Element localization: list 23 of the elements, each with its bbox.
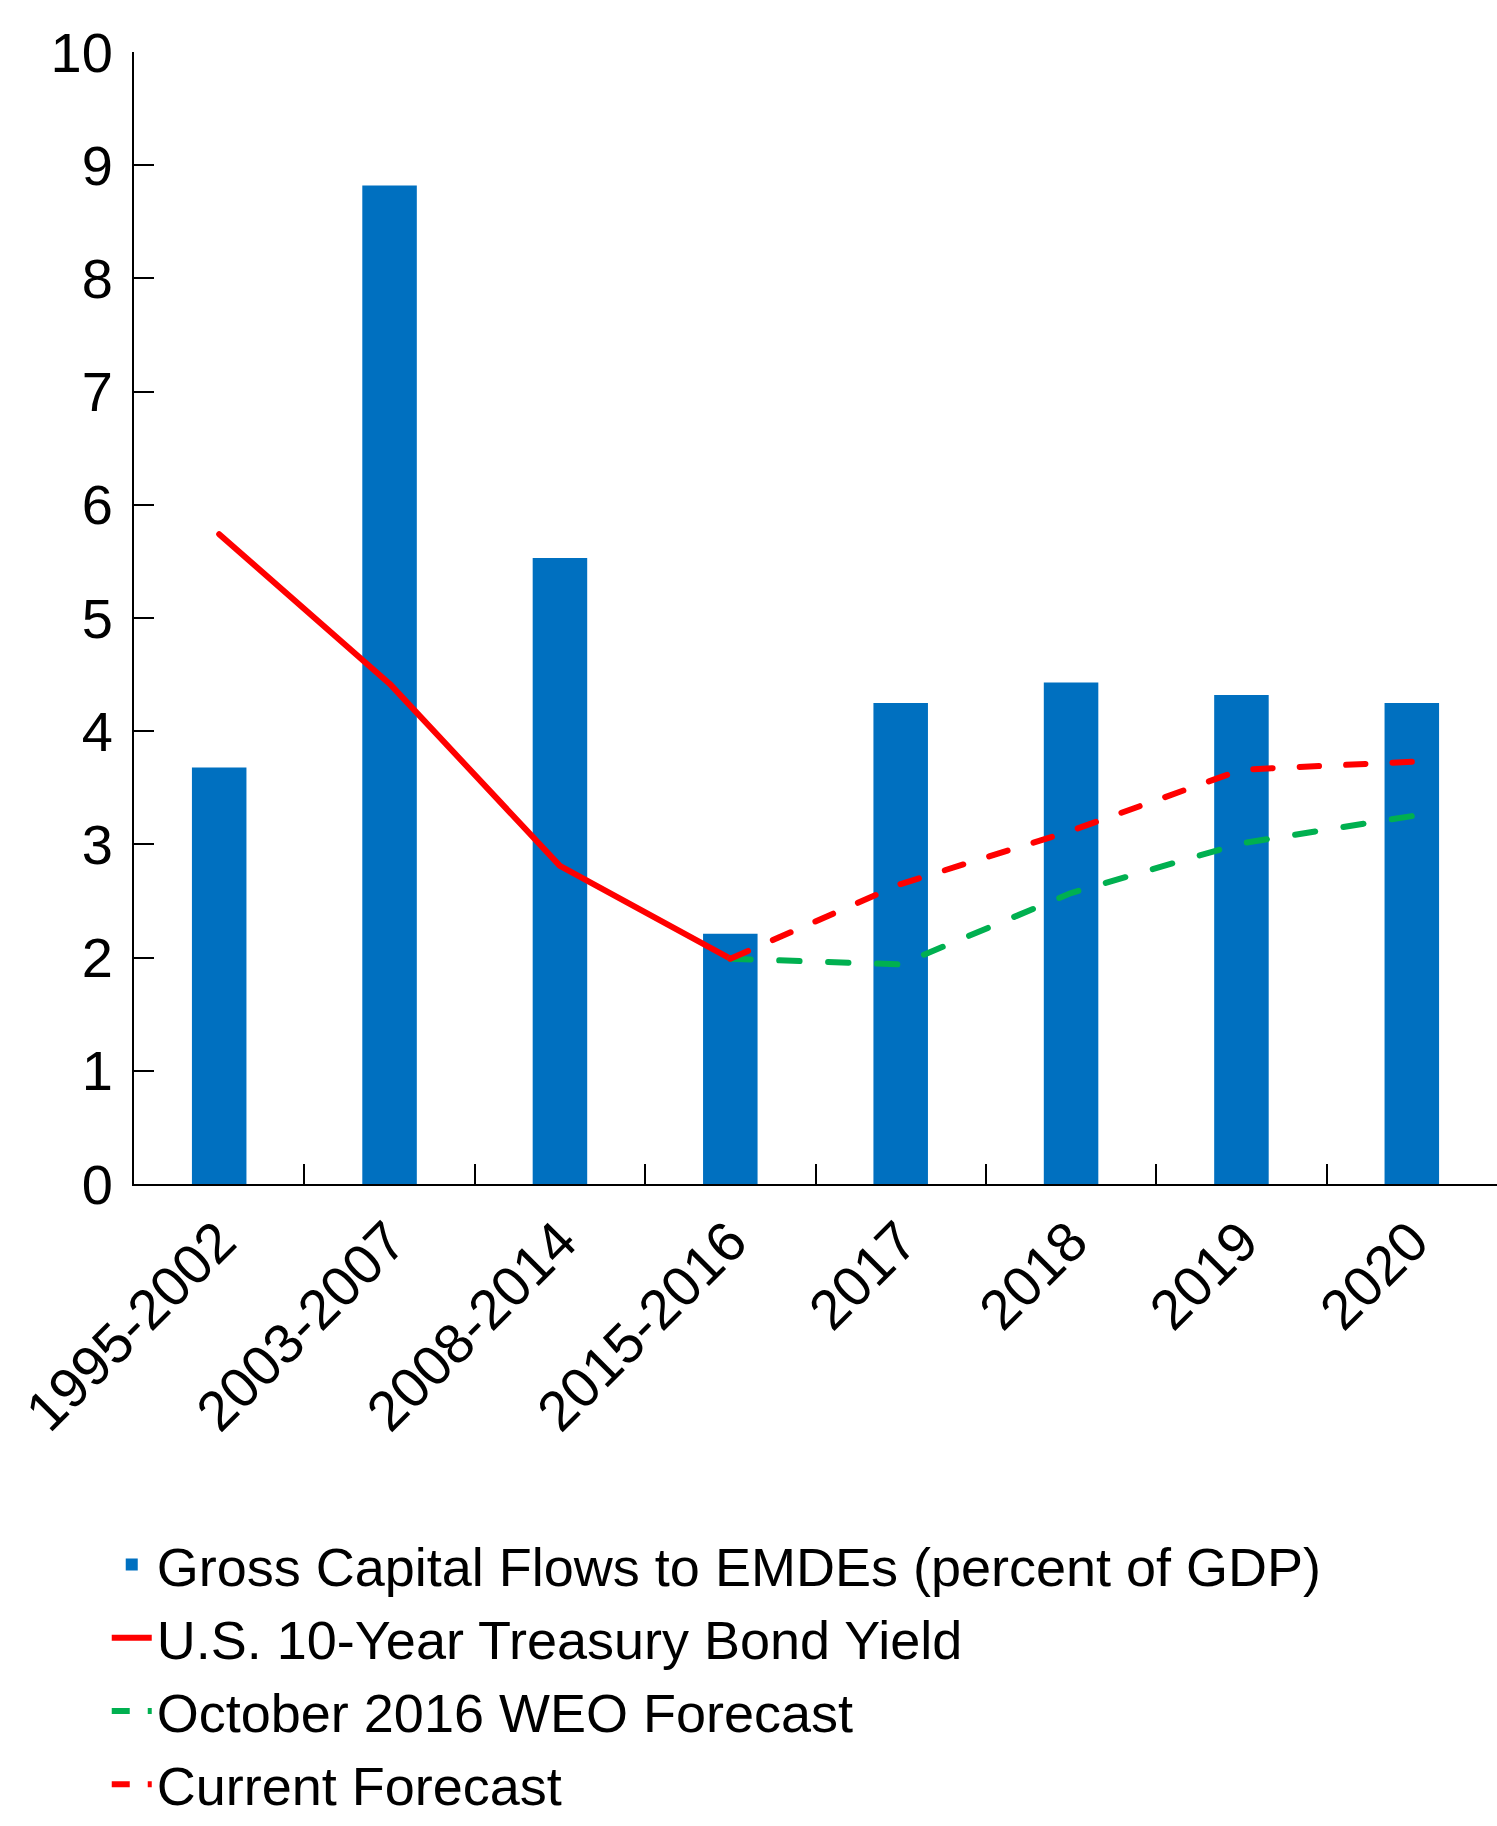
- y-tick-label: 0: [81, 1152, 113, 1216]
- bar: [703, 933, 758, 1184]
- y-tick-label: 2: [81, 926, 113, 990]
- y-tick-label: 4: [81, 699, 113, 763]
- bar: [1384, 702, 1440, 1184]
- y-tick-label: 3: [81, 813, 113, 876]
- bar: [1214, 694, 1269, 1184]
- legend-label: Current Forecast: [156, 1756, 562, 1817]
- bar: [532, 558, 588, 1184]
- legend-label: U.S. 10-Year Treasury Bond Yield: [156, 1609, 963, 1670]
- y-tick-label: 8: [81, 247, 113, 310]
- bar: [362, 185, 417, 1184]
- bar: [1043, 682, 1099, 1184]
- y-tick-label: 1: [81, 1039, 113, 1103]
- y-tick-label: 5: [81, 586, 113, 650]
- legend-label: Gross Capital Flows to EMDEs (percent of GDP): [156, 1536, 1322, 1597]
- y-tick-label: 10: [50, 20, 113, 84]
- legend-label: October 2016 WEO Forecast: [156, 1683, 854, 1744]
- bar: [191, 767, 247, 1184]
- bar: [873, 702, 928, 1184]
- y-tick-label: 6: [81, 473, 113, 537]
- y-tick-label: 9: [81, 133, 113, 197]
- y-tick-label: 7: [81, 360, 113, 424]
